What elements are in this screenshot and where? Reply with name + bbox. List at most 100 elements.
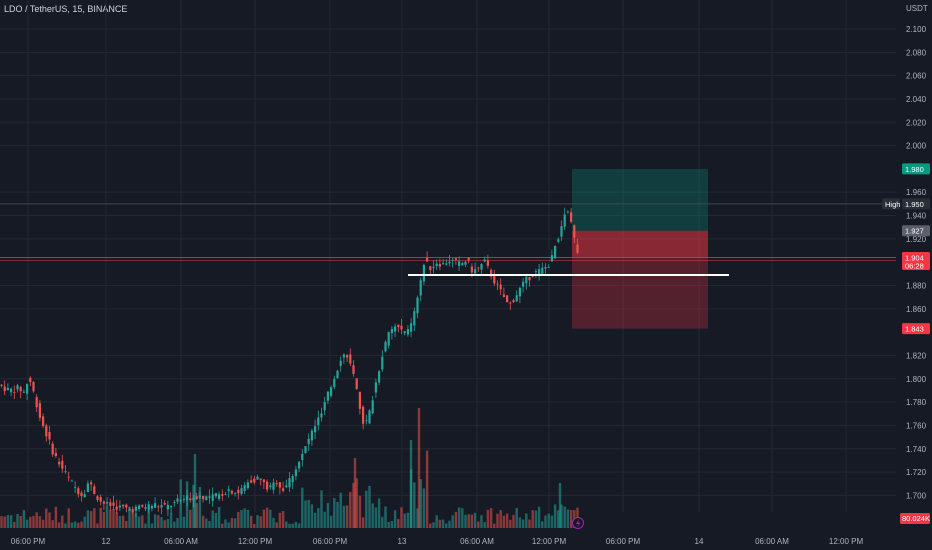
volume-bar xyxy=(480,515,483,528)
volume-bar xyxy=(326,502,330,528)
candle-body xyxy=(45,425,48,437)
volume-bar xyxy=(297,523,301,528)
volume-bar xyxy=(467,514,470,528)
y-tick-label: 1.940 xyxy=(906,212,927,221)
volume-bar xyxy=(365,490,368,528)
candle-body xyxy=(93,486,96,494)
candle-body xyxy=(454,258,457,260)
candle-body xyxy=(144,507,147,509)
volume-bar xyxy=(355,478,358,528)
volume-bar xyxy=(397,519,400,528)
candle-body xyxy=(272,482,275,490)
volume-bar xyxy=(451,515,454,528)
volume-bar xyxy=(67,508,70,528)
candle-body xyxy=(515,295,518,302)
volume-bar xyxy=(121,515,125,528)
candle-body xyxy=(534,271,537,273)
volume-bar xyxy=(329,515,333,528)
candle-body xyxy=(240,488,243,494)
candle-body xyxy=(547,267,550,268)
candle-body xyxy=(560,226,563,237)
candle-body xyxy=(166,504,169,510)
candle-body xyxy=(566,211,569,213)
price-badge-label: 1.904 xyxy=(905,254,924,263)
lightning-icon-glyph xyxy=(576,519,581,528)
x-tick-label: 12 xyxy=(102,537,111,546)
volume-bar xyxy=(29,516,32,528)
volume-bar xyxy=(294,521,298,528)
candle-body xyxy=(464,261,467,265)
volume-bar xyxy=(259,516,262,528)
y-tick-label: 1.880 xyxy=(906,282,927,291)
candle-body xyxy=(371,400,374,414)
candle-body xyxy=(122,504,125,507)
volume-bar xyxy=(403,513,406,528)
price-badge-stop xyxy=(902,323,930,335)
volume-bar xyxy=(441,519,445,528)
candle-body xyxy=(330,387,333,396)
volume-bar xyxy=(35,512,38,528)
candle-body xyxy=(467,257,470,261)
volume-bar xyxy=(265,507,269,528)
volume-bar xyxy=(19,515,22,528)
volume-bar xyxy=(400,507,403,528)
target-zone xyxy=(572,168,708,231)
y-tick-label: 1.820 xyxy=(906,351,927,360)
volume-bar xyxy=(176,517,179,528)
x-tick-label: 06:00 AM xyxy=(755,537,789,546)
volume-bar xyxy=(502,515,506,528)
candle-body xyxy=(266,481,269,490)
x-tick-label: 13 xyxy=(398,537,407,546)
candle-body xyxy=(349,354,352,364)
candle-body xyxy=(58,461,61,465)
volume-bar xyxy=(41,519,45,528)
volume-bar xyxy=(569,510,573,528)
candle-body xyxy=(10,388,13,393)
volume-bar xyxy=(147,507,150,528)
candle-body xyxy=(381,356,384,370)
candle-body xyxy=(323,402,326,411)
candle-body xyxy=(86,483,89,493)
volume-bar xyxy=(48,512,51,528)
candle-body xyxy=(470,266,473,273)
candle-body xyxy=(64,471,67,473)
volume-bar xyxy=(224,519,227,528)
candle-body xyxy=(570,212,573,222)
price-badge-label: 1.927 xyxy=(905,227,924,236)
volume-bar xyxy=(262,509,266,528)
volume-bar xyxy=(115,512,118,528)
volume-bar xyxy=(61,515,64,528)
volume-bar xyxy=(179,479,182,528)
y-tick-label: 1.860 xyxy=(906,305,927,314)
volume-bar xyxy=(496,513,499,528)
candle-body xyxy=(3,386,6,392)
volume-bar xyxy=(381,516,384,528)
volume-bar xyxy=(237,511,240,528)
volume-bar xyxy=(557,510,560,528)
volume-bar xyxy=(198,487,202,528)
candle-body xyxy=(509,302,512,304)
candle-body xyxy=(157,506,160,508)
candle-body xyxy=(262,479,265,483)
volume-bar xyxy=(189,509,192,528)
volume-bar xyxy=(214,512,218,528)
candle-body xyxy=(211,494,214,501)
candle-body xyxy=(400,325,403,330)
candle-body xyxy=(342,354,345,358)
candle-body xyxy=(147,504,150,510)
volume-bar xyxy=(499,510,502,528)
candle-body xyxy=(29,377,32,382)
y-tick-label: 2.080 xyxy=(906,48,927,57)
candle-body xyxy=(118,505,121,508)
candle-body xyxy=(358,391,361,409)
volume-bar xyxy=(99,507,102,528)
candle-body xyxy=(387,332,390,346)
volume-bar xyxy=(307,499,310,528)
stop-zone xyxy=(572,230,708,329)
loss-progress-zone xyxy=(572,230,708,258)
candle-body xyxy=(419,280,422,296)
price-badge-countdown: 06:28 xyxy=(905,262,924,271)
candle-body xyxy=(227,489,230,492)
candle-body xyxy=(250,480,253,483)
